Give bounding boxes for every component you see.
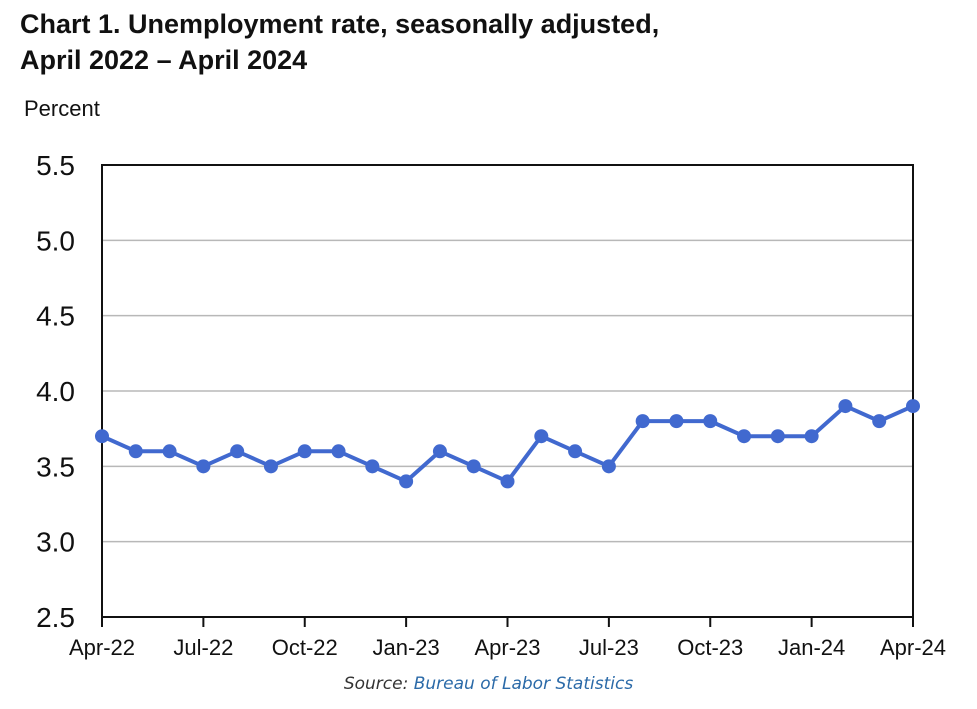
x-tick-label: Oct-22: [272, 635, 338, 660]
source-note: Source: Bureau of Labor Statistics: [0, 674, 977, 694]
data-point-oct-23: [703, 414, 718, 429]
chart-title-line-1: Chart 1. Unemployment rate, seasonally a…: [20, 9, 660, 39]
x-tick-label: Jul-22: [173, 635, 233, 660]
x-tick-label: Apr-24: [880, 635, 946, 660]
data-point-jan-23: [399, 474, 414, 489]
x-tick-label: Apr-23: [474, 635, 540, 660]
data-point-mar-23: [466, 459, 481, 474]
data-point-sep-22: [263, 459, 278, 474]
data-point-may-23: [534, 429, 549, 444]
y-tick-label: 4.0: [36, 376, 75, 407]
data-point-apr-23: [500, 474, 515, 489]
chart-title-line-2: April 2022 – April 2024: [20, 45, 308, 75]
unemployment-rate-line: [101, 404, 914, 484]
data-point-sep-23: [669, 414, 684, 429]
y-tick-label: 3.0: [36, 527, 75, 558]
data-point-jul-23: [601, 459, 616, 474]
data-point-mar-24: [872, 414, 887, 429]
data-point-apr-22: [95, 429, 109, 444]
y-tick-label: 5.5: [36, 150, 75, 181]
x-tick-label: Jan-23: [372, 635, 439, 660]
data-points: [95, 399, 920, 489]
source-prefix: Source:: [343, 674, 414, 694]
line-chart: 5.5 5.0 4.5 4.0 3.5 3.0 2.5 Apr-22 Jul-22 Oct-22…: [36, 150, 946, 660]
x-axis-ticks: Apr-22 Jul-22 Oct-22 Jan-23 Apr-23 Jul-23 Oct-…: [69, 617, 946, 660]
x-tick-label: Apr-22: [69, 635, 135, 660]
x-tick-label: Jan-24: [778, 635, 845, 660]
data-point-oct-22: [297, 444, 312, 459]
x-tick-label: Jul-23: [579, 635, 639, 660]
data-point-nov-22: [331, 444, 346, 459]
data-point-dec-23: [770, 429, 785, 444]
data-point-jun-22: [162, 444, 177, 459]
data-point-aug-23: [635, 414, 650, 429]
data-point-dec-22: [365, 459, 380, 474]
data-point-may-22: [128, 444, 143, 459]
x-tick-label: Oct-23: [677, 635, 743, 660]
y-tick-label: 4.5: [36, 301, 75, 332]
data-point-jul-22: [196, 459, 211, 474]
data-point-feb-24: [838, 399, 853, 414]
y-tick-label: 3.5: [36, 451, 75, 482]
source-link[interactable]: Bureau of Labor Statistics: [413, 674, 634, 694]
y-tick-label: 5.0: [36, 225, 75, 256]
data-point-jun-23: [568, 444, 583, 459]
data-point-feb-23: [432, 444, 447, 459]
gridlines: [102, 239, 913, 543]
data-point-nov-23: [737, 429, 752, 444]
data-point-aug-22: [230, 444, 245, 459]
data-point-jan-24: [804, 429, 819, 444]
chart-title: Chart 1. Unemployment rate, seasonally a…: [20, 6, 659, 78]
y-tick-label: 2.5: [36, 602, 75, 633]
y-axis-ticks: 5.5 5.0 4.5 4.0 3.5 3.0 2.5: [36, 150, 75, 633]
y-axis-label: Percent: [24, 96, 100, 121]
data-point-apr-24: [906, 399, 920, 414]
